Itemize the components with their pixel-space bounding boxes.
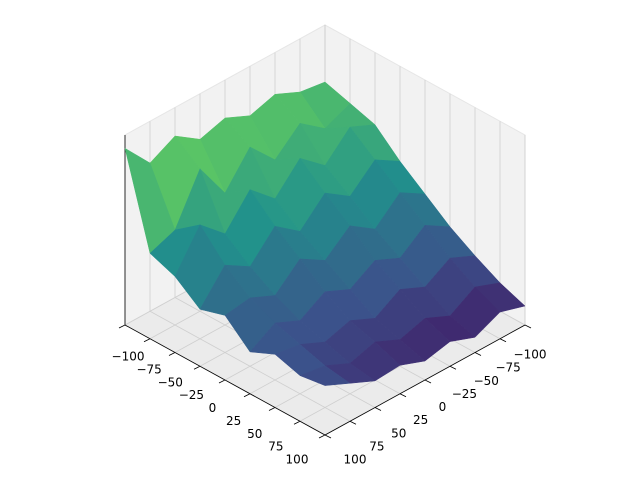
- tick-mark: [118, 324, 126, 329]
- tick-mark: [474, 352, 482, 356]
- tick-mark: [243, 393, 251, 398]
- x-tick-label: 25: [226, 414, 241, 428]
- axis-line: [324, 324, 526, 436]
- tick-mark: [143, 338, 151, 343]
- y-tick-label: −25: [452, 387, 477, 401]
- tick-mark: [318, 434, 326, 439]
- y-tick-label: −100: [514, 348, 547, 362]
- tick-mark: [374, 407, 382, 411]
- axis-line: [124, 324, 326, 436]
- tick-mark: [524, 324, 532, 329]
- tick-mark: [293, 420, 301, 425]
- y-tick-label: −50: [474, 374, 499, 388]
- tick-mark: [449, 365, 457, 370]
- tick-mark: [424, 379, 432, 384]
- x-tick-label: −100: [112, 350, 145, 364]
- tick-mark: [399, 393, 407, 398]
- surface-patch: [299, 365, 351, 386]
- y-tick-label: 25: [413, 413, 428, 427]
- x-tick-label: 100: [286, 453, 309, 467]
- x-tick-label: 0: [209, 401, 217, 415]
- x-tick-label: 75: [268, 440, 283, 454]
- tick-mark: [168, 352, 176, 356]
- tick-mark: [268, 407, 276, 411]
- y-tick-label: 75: [369, 439, 384, 453]
- x-tick-label: −75: [136, 362, 161, 376]
- x-tick-label: 50: [247, 427, 262, 441]
- tick-mark: [324, 434, 332, 439]
- x-tick-label: −25: [179, 388, 204, 402]
- y-tick-label: 100: [344, 453, 367, 467]
- tick-mark: [499, 338, 507, 343]
- y-tick-label: 50: [391, 426, 406, 440]
- y-tick-label: −75: [495, 361, 520, 375]
- grid-line: [149, 310, 351, 422]
- tick-mark: [349, 420, 357, 425]
- tick-mark: [218, 379, 226, 384]
- x-tick-label: −50: [158, 375, 183, 389]
- y-tick-label: 0: [439, 400, 447, 414]
- tick-mark: [193, 365, 201, 370]
